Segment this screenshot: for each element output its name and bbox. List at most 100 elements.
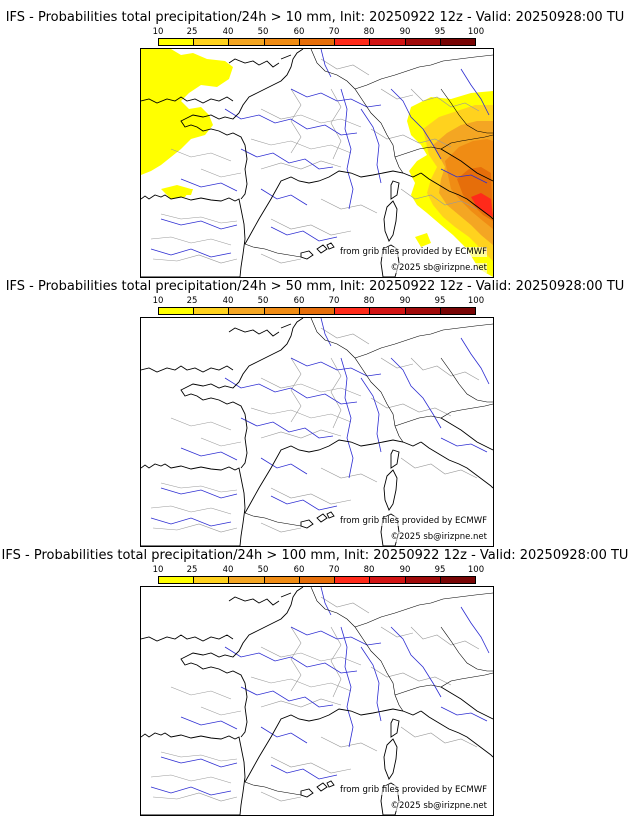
precip-area <box>181 189 193 195</box>
coastlines <box>141 49 493 277</box>
river <box>260 726 308 744</box>
coastline <box>141 323 292 373</box>
map-frame: from grib files provided by ECMWF ©2025 … <box>140 586 494 816</box>
country-borders <box>244 318 493 527</box>
legend-tick-label: 90 <box>399 565 411 575</box>
legend-swatch <box>335 577 371 583</box>
river <box>360 377 382 453</box>
legend-tick-label: 40 <box>222 27 234 37</box>
admin-boundary <box>260 253 302 264</box>
legend-tick-labels: 10 25 40 50 60 70 80 90 95 100 <box>153 27 485 37</box>
admin-boundary <box>370 666 452 686</box>
admin-boundary <box>380 626 414 638</box>
map-frame: from grib files provided by ECMWF ©2025 … <box>140 48 494 278</box>
admin-boundary <box>270 756 352 774</box>
river <box>340 88 354 210</box>
river <box>180 447 238 461</box>
legend-tick-label: 80 <box>363 27 375 37</box>
admin-boundary <box>270 487 352 505</box>
river <box>270 764 338 780</box>
country-border <box>440 357 493 403</box>
admin-boundaries <box>150 58 480 264</box>
legend-tick-label: 40 <box>222 565 234 575</box>
admin-boundary <box>410 88 480 112</box>
admin-boundary <box>260 377 362 397</box>
country-border <box>440 626 493 672</box>
country-border <box>394 672 493 696</box>
river <box>224 646 358 674</box>
legend-tick-label: 50 <box>257 27 269 37</box>
legend-swatch <box>264 308 300 314</box>
river <box>260 188 308 206</box>
island-outline <box>383 718 400 780</box>
legend-tick-label: 60 <box>293 27 305 37</box>
coastlines <box>141 318 493 546</box>
river <box>160 756 238 768</box>
legend-tick-label: 25 <box>186 27 198 37</box>
country-border <box>244 512 302 527</box>
legend-tick-labels: 10 25 40 50 60 70 80 90 95 100 <box>153 565 485 575</box>
coastline <box>420 148 493 220</box>
legend-tick-label: 70 <box>328 565 340 575</box>
admin-boundary <box>200 168 242 178</box>
river <box>150 248 232 258</box>
legend-tick-label: 100 <box>467 27 485 37</box>
legend-swatch <box>194 39 230 45</box>
river <box>390 626 442 698</box>
coastline <box>420 417 493 489</box>
legend-swatch <box>440 39 475 45</box>
admin-boundary <box>150 236 232 246</box>
admin-boundary <box>370 128 452 148</box>
admin-boundary <box>170 148 232 162</box>
legend-swatch <box>335 308 371 314</box>
admin-boundary <box>320 327 370 345</box>
legend-swatch <box>440 308 475 314</box>
legend-tick-label: 50 <box>257 296 269 306</box>
panel-title: IFS - Probabilities total precipitation/… <box>5 10 625 25</box>
country-border <box>354 54 493 90</box>
admin-boundary <box>260 791 302 802</box>
precip-area <box>141 49 233 175</box>
admin-boundary <box>380 88 414 100</box>
map-canvas <box>141 587 493 815</box>
copyright-credit: ©2025 sb@irizpne.net <box>390 801 487 811</box>
country-border <box>440 88 493 134</box>
admin-boundary <box>400 457 478 479</box>
admin-boundary <box>170 686 232 700</box>
legend-swatch <box>229 577 265 583</box>
river <box>260 457 308 475</box>
admin-boundary <box>380 357 414 369</box>
country-border <box>244 243 302 258</box>
admin-boundary <box>400 188 478 210</box>
country-border <box>354 592 493 628</box>
coastline <box>141 318 422 546</box>
river <box>320 49 332 78</box>
admin-boundary <box>152 792 238 802</box>
legend-tick-label: 100 <box>467 565 485 575</box>
legend-tick-label: 80 <box>363 296 375 306</box>
country-border <box>394 134 493 158</box>
admin-boundary <box>152 254 238 264</box>
admin-boundary <box>260 160 342 170</box>
admin-boundary <box>290 626 302 692</box>
river <box>150 786 232 796</box>
panel-title: IFS - Probabilities total precipitation/… <box>5 279 625 294</box>
legend-tick-labels: 10 25 40 50 60 70 80 90 95 100 <box>153 296 485 306</box>
precip-area <box>415 233 431 247</box>
legend-tick-label: 10 <box>152 296 164 306</box>
river <box>150 517 232 527</box>
river <box>460 337 490 385</box>
river <box>240 148 334 170</box>
legend-swatch <box>299 39 336 45</box>
admin-boundary <box>400 726 478 748</box>
river <box>270 495 338 511</box>
legend-tick-label: 25 <box>186 296 198 306</box>
legend-tick-label: 40 <box>222 296 234 306</box>
legend-tick-label: 10 <box>152 565 164 575</box>
legend-tick-label: 70 <box>328 296 340 306</box>
island-outline <box>300 242 335 260</box>
admin-boundary <box>250 407 352 423</box>
country-border <box>310 49 404 174</box>
legend-tick-label: 50 <box>257 565 269 575</box>
country-border <box>310 587 404 712</box>
